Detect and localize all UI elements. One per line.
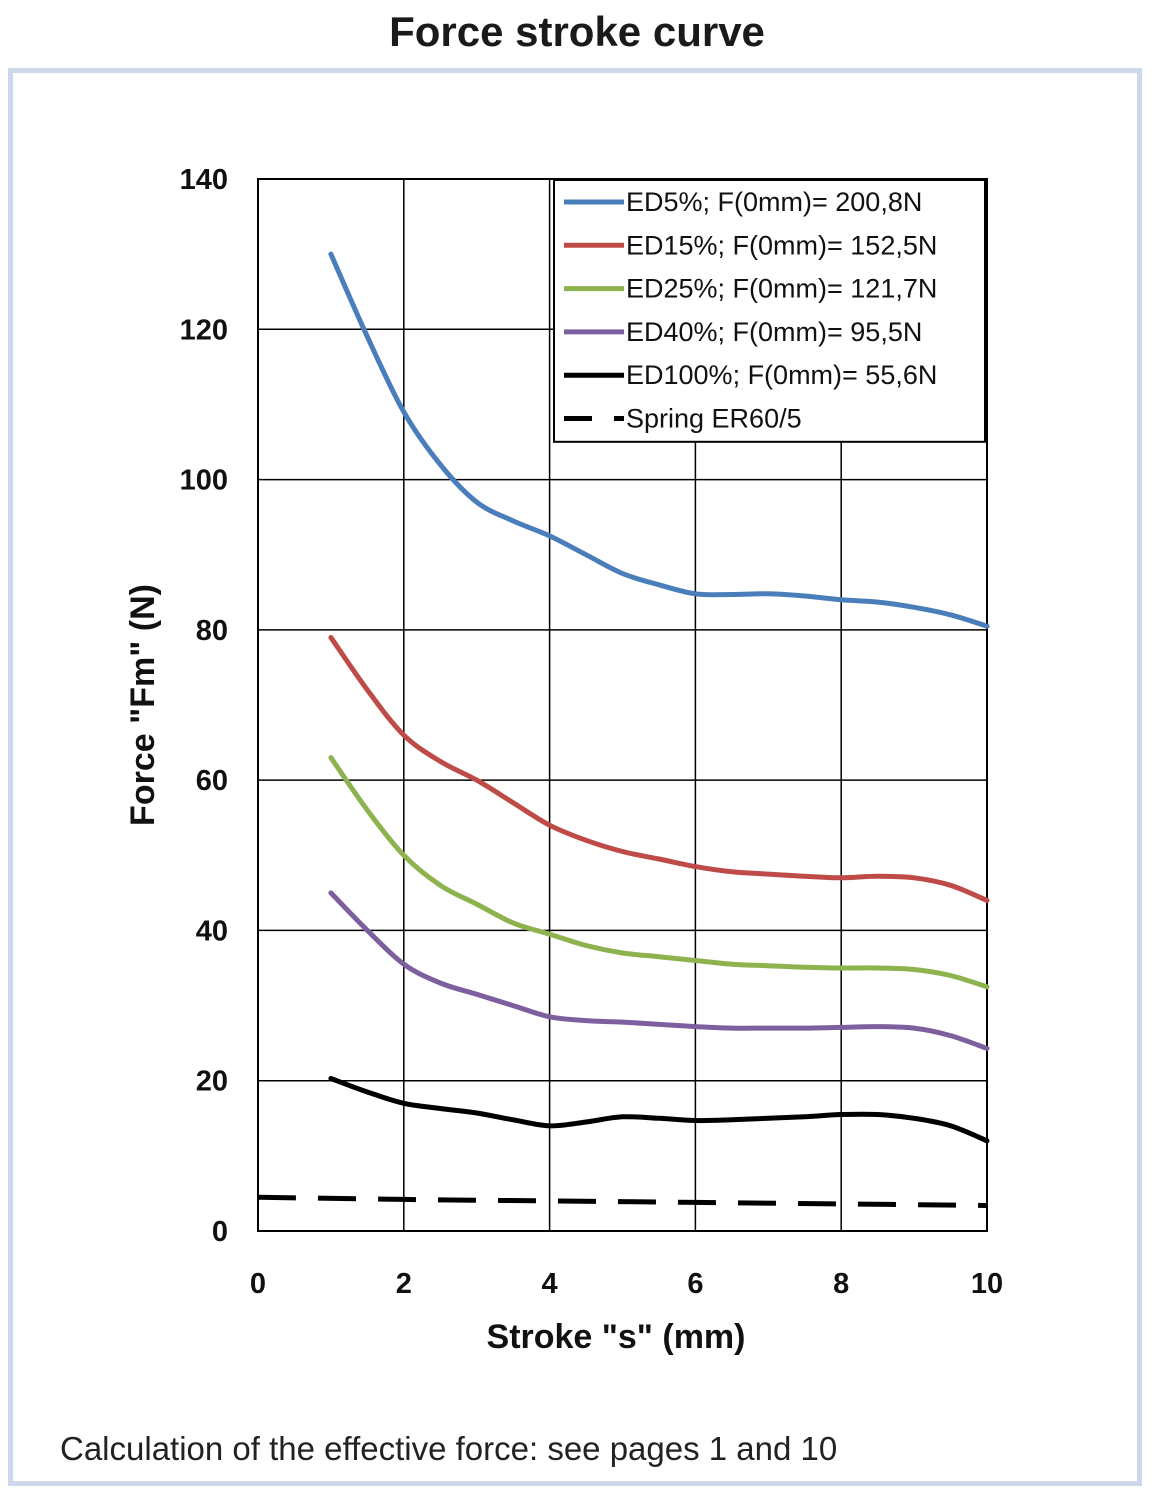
y-tick-label: 40 xyxy=(196,915,228,947)
x-tick-label: 4 xyxy=(542,1268,558,1300)
series-line-1 xyxy=(328,251,990,629)
page-title: Force stroke curve xyxy=(389,8,765,55)
x-axis-title: Stroke "s" (mm) xyxy=(487,1318,746,1356)
x-tick-label: 8 xyxy=(833,1268,849,1300)
footnote: Calculation of the effective force: see … xyxy=(60,1430,838,1467)
series-line-4 xyxy=(328,890,990,1051)
y-tick-label: 140 xyxy=(180,164,228,196)
legend-label: ED15%; F(0mm)= 152,5N xyxy=(626,230,937,260)
y-tick-label: 120 xyxy=(180,314,228,346)
series-line-6 xyxy=(257,1194,988,1208)
series-line-5 xyxy=(328,1076,990,1144)
legend-label: ED5%; F(0mm)= 200,8N xyxy=(626,187,922,217)
series-line-2 xyxy=(328,634,990,903)
grid-layer xyxy=(257,178,988,1232)
x-tick-label: 2 xyxy=(396,1268,412,1300)
x-tick-label: 10 xyxy=(971,1268,1003,1300)
y-tick-label: 0 xyxy=(212,1216,228,1248)
legend-label: ED100%; F(0mm)= 55,6N xyxy=(626,360,937,390)
y-axis-title: Force "Fm" (N) xyxy=(124,584,162,826)
x-tick-label: 0 xyxy=(250,1268,266,1300)
y-tick-label: 60 xyxy=(196,765,228,797)
series-line-3 xyxy=(328,755,990,990)
legend-box xyxy=(553,179,986,443)
y-tick-label: 100 xyxy=(180,465,228,497)
y-tick-label: 80 xyxy=(196,615,228,647)
series-layer xyxy=(257,251,990,1208)
legend-label: Spring ER60/5 xyxy=(626,404,802,434)
legend: ED5%; F(0mm)= 200,8N ED15%; F(0mm)= 152,5… xyxy=(553,179,986,443)
legend-label: ED40%; F(0mm)= 95,5N xyxy=(626,317,922,347)
legend-label: ED25%; F(0mm)= 121,7N xyxy=(626,274,937,304)
x-tick-label: 6 xyxy=(687,1268,703,1300)
y-tick-label: 20 xyxy=(196,1066,228,1098)
